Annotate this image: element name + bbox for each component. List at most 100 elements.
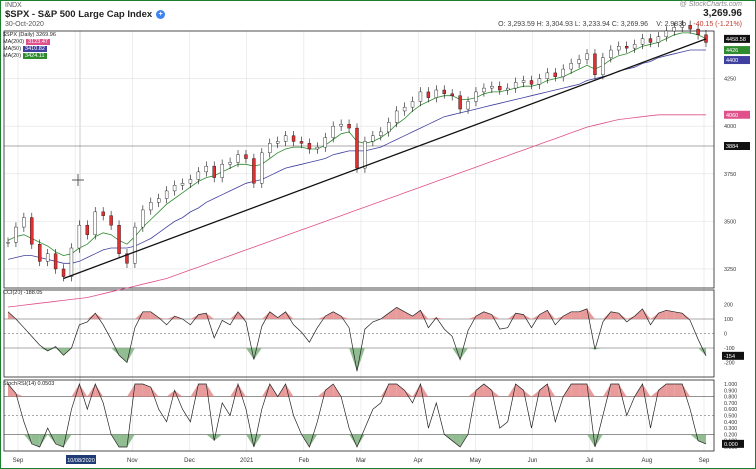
candle-body: [688, 25, 692, 30]
stoch-line-overbought-fill: [531, 390, 540, 397]
cci-line-overbought-fill: [428, 317, 437, 319]
candle-body: [434, 89, 439, 98]
stoch-line-oversold-fill: [119, 434, 127, 447]
candle-body: [260, 152, 264, 184]
cci-line-overbought-fill: [626, 316, 635, 319]
candle-body: [410, 101, 415, 108]
stoch-line-overbought-fill: [682, 384, 691, 397]
cci-line-overbought-fill: [436, 317, 445, 319]
stoch-line-oversold-fill: [587, 434, 595, 447]
exchange-label: INDX: [5, 2, 22, 9]
x-date-highlight-label: 10/08/2020: [67, 458, 95, 464]
candle-body: [513, 82, 518, 89]
cci-line-overbought-fill: [396, 307, 405, 319]
candle-body: [569, 63, 573, 70]
stoch-line-overbought-fill: [126, 384, 135, 397]
stoch-line-overbought-fill: [8, 384, 16, 397]
candle-body: [632, 44, 637, 49]
x-tick-label: May: [470, 458, 481, 464]
stoch-line-overbought-fill: [134, 384, 143, 397]
candle-body: [85, 224, 90, 235]
candle-body: [220, 164, 224, 178]
candle-body: [236, 154, 240, 163]
stoch-line-overbought-fill: [380, 384, 389, 397]
candle-body: [577, 59, 581, 64]
cci-panel: [3, 289, 715, 378]
candle-body: [61, 268, 66, 277]
stoch-line-overbought-fill: [396, 384, 405, 397]
chart-date: 30-Oct-2020: [5, 21, 44, 28]
candle-body: [180, 183, 185, 186]
candle-body: [141, 209, 145, 228]
stoch-line-oversold-fill: [23, 434, 32, 444]
stoch-line-overbought-fill: [602, 384, 611, 397]
stoch-line-tick-label: 0.300: [724, 426, 737, 432]
candle-body: [331, 125, 335, 138]
price-badge-label: 4426: [726, 48, 738, 54]
stoch-line-oversold-fill: [39, 434, 48, 447]
price-badge: [724, 142, 750, 150]
x-tick-label: 2021: [240, 458, 254, 464]
legend-symbol: $SPX (Daily) 3269.96: [3, 32, 56, 38]
stoch-line-overbought-fill: [523, 390, 532, 397]
stoch-line-overbought-fill: [238, 384, 246, 397]
stoch-line-oversold-fill: [47, 434, 56, 444]
legend-ma200: MA(200) 3123.47: [3, 39, 50, 45]
cci-line-oversold-fill: [452, 348, 461, 360]
stoch-line-overbought-fill: [468, 390, 476, 397]
candle-body: [561, 68, 565, 77]
cci-line-tick-label: -100: [724, 346, 735, 352]
stoch-line-tick-label: 0.400: [724, 420, 737, 426]
candle-body: [204, 165, 208, 173]
price-change: -40.15 (-1.21%): [693, 21, 742, 28]
cci-line-overbought-fill: [134, 311, 143, 319]
cci-legend: CCI(20) -188.05: [3, 290, 43, 296]
cci-line-overbought-fill: [634, 308, 643, 319]
stoch-line-oversold-fill: [349, 434, 357, 447]
candle-body: [521, 80, 526, 83]
candle-body: [275, 141, 280, 144]
x-tick-label: Jul: [586, 458, 594, 464]
cci-line-overbought-fill: [468, 316, 476, 319]
x-tick-label: Sep: [699, 458, 710, 464]
stoch-line-oversold-fill: [55, 434, 64, 447]
candle-body: [69, 247, 74, 277]
stoch-line-tick-label: 0.000: [724, 445, 737, 451]
candle-body: [474, 91, 478, 102]
legend-ma20-value: 3424.11: [23, 53, 47, 59]
stoch-line-overbought-fill: [587, 384, 595, 397]
stoch-line-overbought-fill: [15, 393, 24, 397]
cci-line-overbought-fill: [158, 317, 167, 319]
legend-ma200-value: 3123.47: [26, 39, 50, 45]
cci-line-badge-label: -154: [724, 354, 735, 360]
candle-body: [30, 217, 34, 245]
candle-body: [188, 179, 193, 184]
candle-body: [22, 217, 26, 228]
cci-line-overbought-fill: [547, 310, 556, 319]
stoch-line-badge-label: 0.000: [724, 442, 738, 448]
cci-line-oversold-fill: [55, 348, 64, 356]
legend-ma20-label: MA(20): [3, 53, 22, 59]
stoch-line-overbought-fill: [491, 390, 500, 397]
candle-body: [394, 110, 399, 123]
price-tick-label: 4000: [724, 124, 736, 130]
cci-line-overbought-fill: [507, 313, 516, 319]
candle-body: [624, 46, 629, 49]
x-tick-label: Aug: [641, 458, 652, 464]
candle-body: [164, 190, 169, 199]
cci-line-oversold-fill: [349, 348, 357, 372]
cci-line-overbought-fill: [198, 313, 207, 319]
stoch-line-tick-label: 0.600: [724, 407, 737, 413]
cci-line-oversold-fill: [111, 348, 120, 356]
x-tick-label: Mar: [356, 458, 366, 464]
chart-title-text: $SPX - S&P 500 Large Cap Index: [5, 9, 153, 20]
stoch-line-overbought-fill: [674, 384, 683, 397]
last-price: 3,269.96: [703, 8, 742, 19]
candle-body: [14, 226, 18, 243]
cci-line-overbought-fill: [87, 313, 96, 319]
price-badge: [724, 46, 750, 55]
cci-line-overbought-fill: [261, 311, 270, 319]
candle-body: [283, 135, 288, 142]
info-icon[interactable]: +: [156, 9, 166, 19]
